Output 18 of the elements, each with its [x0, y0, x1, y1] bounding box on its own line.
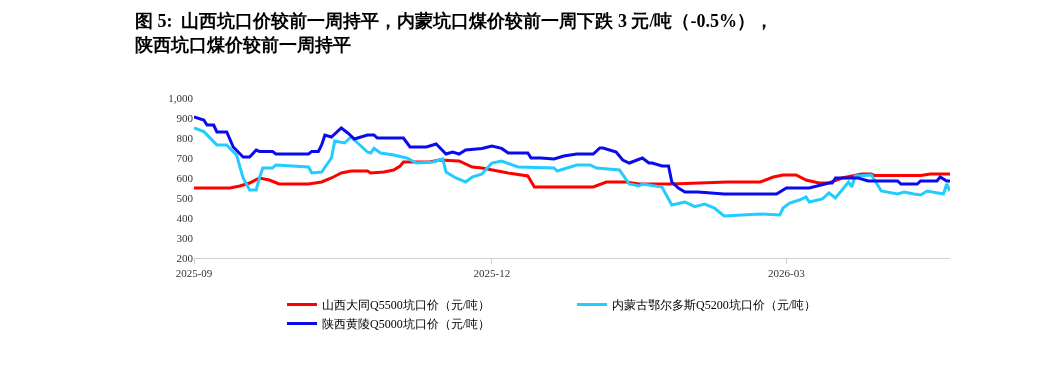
y-tick-label: 500 [176, 191, 194, 204]
chart-title: 图 5: 山西坑口价较前一周持平，内蒙坑口煤价较前一周下跌 3 元/吨（-0.5%），陕西坑口煤价较前一周持平 [134, 11, 773, 55]
y-tick-label: 200 [176, 251, 194, 264]
legend-label: 内蒙古鄂尔多斯Q5200坑口价（元/吨） [612, 298, 816, 313]
y-tick-label: 900 [176, 111, 194, 124]
line-series [194, 115, 950, 196]
y-tick-label: 800 [176, 131, 194, 144]
x-tick-label: 2026-03 [768, 267, 806, 280]
y-tick-label: 1,000 [168, 91, 194, 104]
x-tick-label: 2025-09 [175, 267, 213, 280]
x-tick-label: 2025-12 [473, 267, 511, 280]
y-tick-label: 600 [176, 171, 194, 184]
legend-label: 陕西黄陵Q5000坑口价（元/吨） [322, 317, 490, 332]
legend-label: 山西大同Q5500坑口价（元/吨） [322, 298, 490, 313]
y-tick-label: 400 [176, 211, 194, 224]
y-tick-label: 300 [176, 231, 194, 244]
y-tick-label: 700 [176, 151, 194, 164]
line-series [194, 126, 950, 218]
